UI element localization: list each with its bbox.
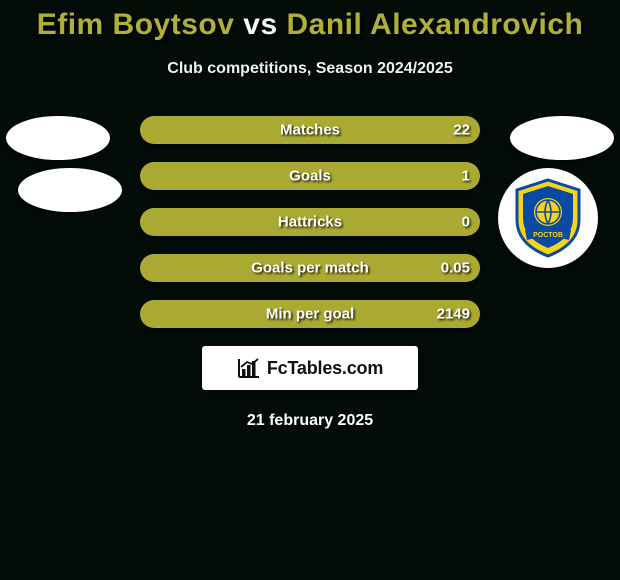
svg-text:POCTOB: POCTOB [533,232,563,239]
stats-bars: Matches 22 Goals 1 Hattricks 0 Goals per match… [140,116,480,328]
stat-row: Matches 22 [140,116,480,144]
stat-right-value: 1 [462,168,470,185]
stat-row: Min per goal 2149 [140,300,480,328]
bar-chart-icon [237,357,261,379]
stat-label: Goals per match [251,260,369,277]
vs-separator: vs [243,8,277,41]
stat-right-value: 22 [453,122,470,139]
comparison-title: Efim Boytsov vs Danil Alexandrovich [0,0,620,42]
stat-row: Goals per match 0.05 [140,254,480,282]
stat-right-value: 2149 [437,306,470,323]
stat-label: Hattricks [278,214,342,231]
player2-name: Danil Alexandrovich [286,8,583,41]
snapshot-date: 21 february 2025 [0,412,620,430]
player1-avatar-top [6,116,110,160]
player1-name: Efim Boytsov [37,8,235,41]
watermark-text: FcTables.com [267,358,383,379]
season-subtitle: Club competitions, Season 2024/2025 [0,60,620,78]
stat-label: Matches [280,122,340,139]
stat-label: Goals [289,168,331,185]
stat-row: Hattricks 0 [140,208,480,236]
player2-club-badge: POCTOB [498,168,598,268]
player2-avatar-top [510,116,614,160]
stat-right-value: 0 [462,214,470,231]
club-crest-icon: POCTOB [513,178,583,258]
stat-label: Min per goal [266,306,354,323]
stat-row: Goals 1 [140,162,480,190]
player1-club-oval [18,168,122,212]
stat-right-value: 0.05 [441,260,470,277]
fctables-watermark: FcTables.com [202,346,418,390]
